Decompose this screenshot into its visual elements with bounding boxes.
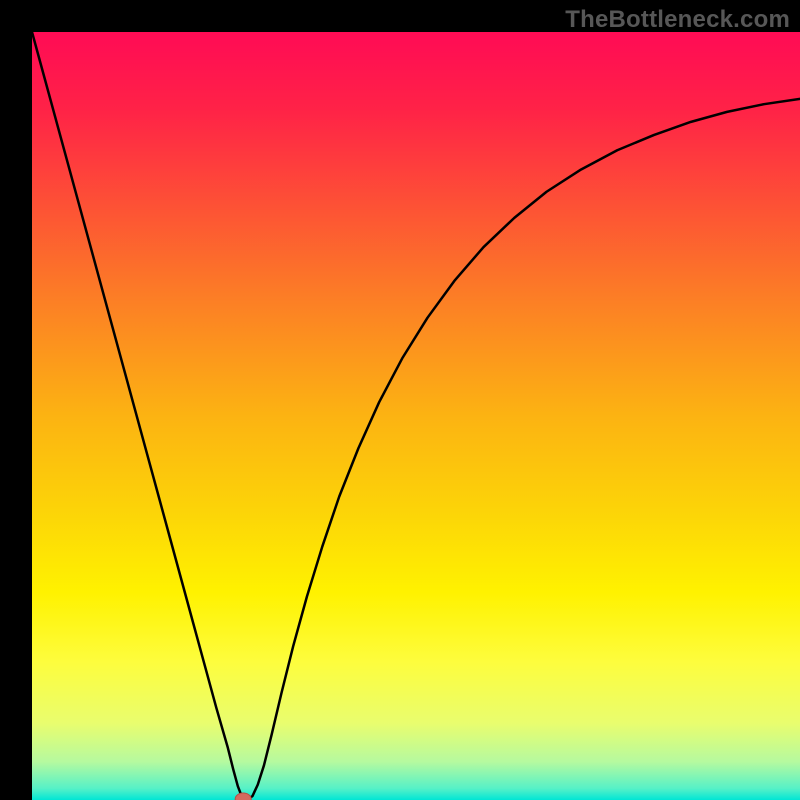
image-frame: TheBottleneck.com: [0, 0, 800, 800]
watermark-text: TheBottleneck.com: [565, 6, 790, 34]
chart-svg: [32, 32, 800, 800]
chart-plot-area: [32, 32, 800, 800]
gradient-background: [32, 32, 800, 800]
